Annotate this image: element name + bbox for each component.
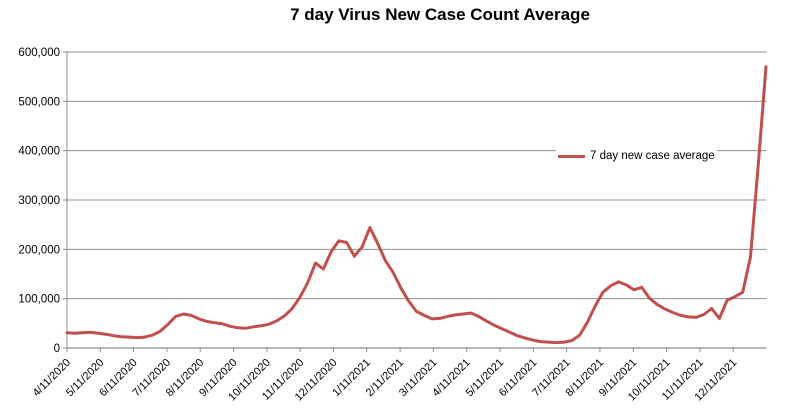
series-line-7-day-new-case-average <box>65 65 768 345</box>
y-axis-tick-label: 300,000 <box>18 195 60 207</box>
y-axis-tick-label: 400,000 <box>18 146 60 158</box>
y-axis-tick-label: 200,000 <box>18 244 60 256</box>
y-axis-tick-label: 100,000 <box>18 294 60 306</box>
y-axis-tick-label: 0 <box>54 343 60 355</box>
legend: 7 day new case average <box>556 150 717 162</box>
y-axis-tick-label: 500,000 <box>18 96 60 108</box>
y-axis-tick-label: 600,000 <box>18 47 60 59</box>
legend-line-marker-icon <box>558 154 585 158</box>
chart-title: 7 day Virus New Case Count Average <box>290 5 590 24</box>
legend-label: 7 day new case average <box>590 150 715 162</box>
